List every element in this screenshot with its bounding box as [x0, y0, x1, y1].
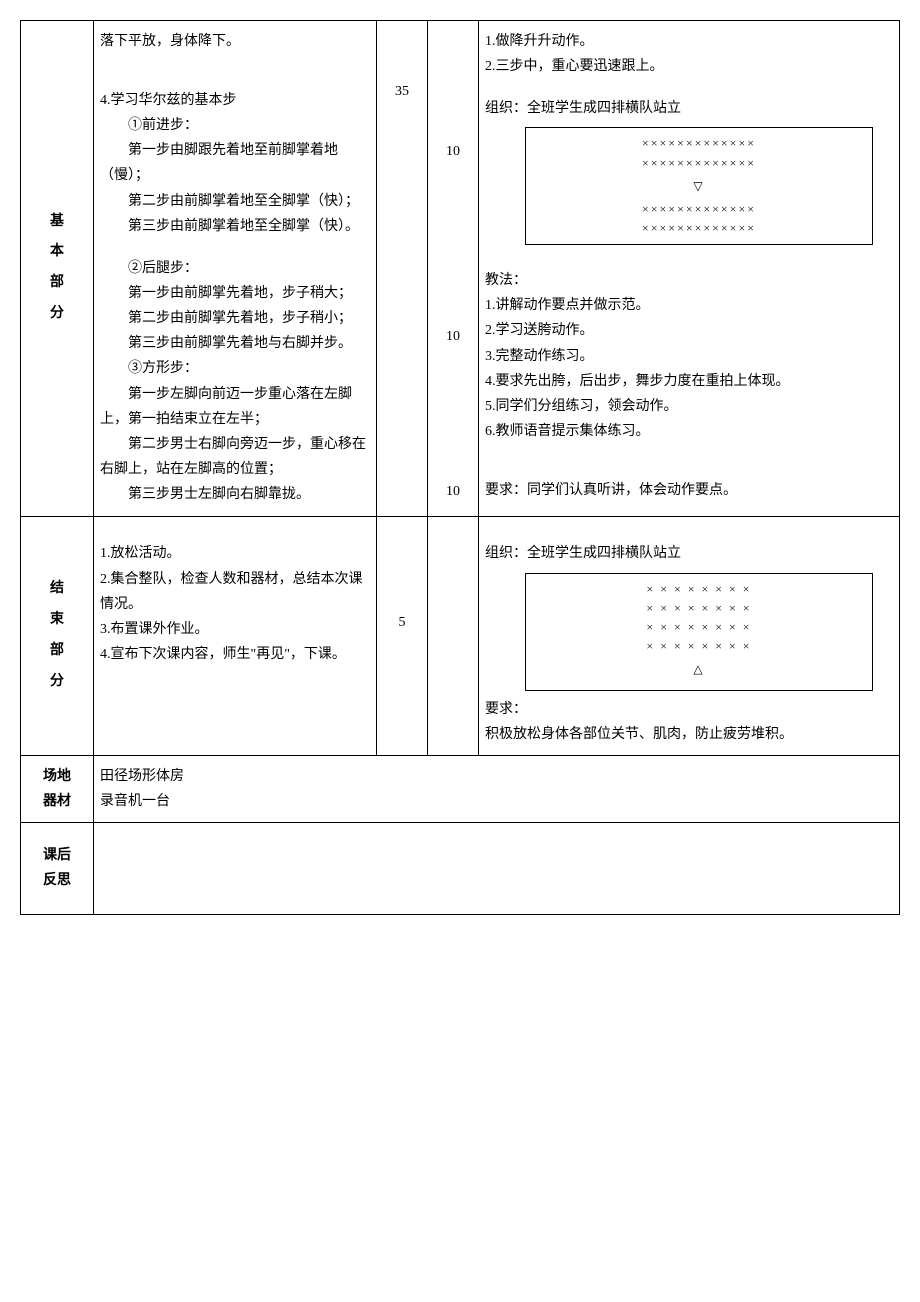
- formation-diagram-basic: ××××××××××××× ××××××××××××× ▽ ××××××××××…: [525, 127, 873, 245]
- formation-row: × × × × × × × ×: [536, 618, 862, 637]
- label-char: 束: [27, 605, 87, 636]
- label-line: 课后: [21, 843, 93, 868]
- requirement: 要求：同学们认真听讲，体会动作要点。: [485, 478, 893, 503]
- time-total: 35: [383, 79, 421, 104]
- label-char: 分: [27, 299, 87, 330]
- time-item: 10: [434, 324, 472, 349]
- req-body: 积极放松身体各部位关节、肌肉，防止疲劳堆积。: [485, 722, 893, 747]
- formation-row: ×××××××××××××: [536, 200, 862, 219]
- sub1-step: 第二步由前脚掌着地至全脚掌（快）；: [100, 189, 370, 214]
- formation-row: × × × × × × × ×: [536, 580, 862, 599]
- method-item: 3.完整动作练习。: [485, 344, 893, 369]
- label-char: 结: [27, 574, 87, 605]
- end-time2-cell: [428, 516, 479, 755]
- sub2-step: 第一步由前脚掌先着地，步子稍大；: [100, 281, 370, 306]
- basic-time-total-cell: 35: [377, 21, 428, 517]
- method-item: 5.同学们分组练习，领会动作。: [485, 394, 893, 419]
- label-venue: 场地 器材: [21, 755, 94, 822]
- label-char: 部: [27, 268, 87, 299]
- teacher-symbol: △: [536, 660, 862, 679]
- sub1-step: 第三步由前脚掌着地至全脚掌（快）。: [100, 214, 370, 239]
- req-title: 要求：: [485, 697, 893, 722]
- end-item: 3.布置课外作业。: [100, 617, 370, 642]
- venue-content: 田径场形体房 录音机一台: [94, 755, 900, 822]
- label-line: 反思: [21, 868, 93, 893]
- row-venue: 场地 器材 田径场形体房 录音机一台: [21, 755, 900, 822]
- row-reflect: 课后 反思: [21, 823, 900, 914]
- sub1-title: ①前进步：: [100, 113, 370, 138]
- label-end: 结 束 部 分: [21, 516, 94, 755]
- sub2-step: 第二步由前脚掌先着地，步子稍小；: [100, 306, 370, 331]
- end-item: 4.宣布下次课内容，师生"再见"，下课。: [100, 642, 370, 667]
- label-char: 基: [27, 207, 87, 238]
- label-char: 分: [27, 667, 87, 698]
- formation-row: × × × × × × × ×: [536, 599, 862, 618]
- formation-row: ×××××××××××××: [536, 134, 862, 153]
- label-reflect: 课后 反思: [21, 823, 94, 914]
- text-line: 落下平放，身体降下。: [100, 29, 370, 54]
- sub3-title: ③方形步：: [100, 356, 370, 381]
- sub1-step: 第一步由脚跟先着地至前脚掌着地（慢）；: [100, 138, 370, 188]
- sub3-step: 第三步男士左脚向右脚靠拢。: [100, 482, 370, 507]
- method-title: 教法：: [485, 268, 893, 293]
- end-item: 2.集合整队，检查人数和器材，总结本次课情况。: [100, 567, 370, 617]
- venue-line: 录音机一台: [100, 789, 893, 814]
- org-line: 组织：全班学生成四排横队站立: [485, 541, 893, 566]
- method-item: 2.学习送胯动作。: [485, 318, 893, 343]
- method-item: 4.要求先出胯，后出步，舞步力度在重拍上体现。: [485, 369, 893, 394]
- basic-right-content: 1.做降升升动作。 2.三步中，重心要迅速跟上。 组织：全班学生成四排横队站立 …: [479, 21, 900, 517]
- sub2-step: 第三步由前脚掌先着地与右脚并步。: [100, 331, 370, 356]
- label-line: 器材: [21, 789, 93, 814]
- formation-diagram-end: × × × × × × × × × × × × × × × × × × × × …: [525, 573, 873, 691]
- teacher-symbol: ▽: [536, 177, 862, 196]
- row-end-section: 结 束 部 分 1.放松活动。 2.集合整队，检查人数和器材，总结本次课情况。 …: [21, 516, 900, 755]
- method-item: 6.教师语音提示集体练习。: [485, 419, 893, 444]
- org-line: 组织：全班学生成四排横队站立: [485, 96, 893, 121]
- formation-row: ×××××××××××××: [536, 154, 862, 173]
- method-item: 1.讲解动作要点并做示范。: [485, 293, 893, 318]
- right-pt2: 2.三步中，重心要迅速跟上。: [485, 54, 893, 79]
- heading-4: 4.学习华尔兹的基本步: [100, 88, 370, 113]
- sub3-step: 第二步男士右脚向旁迈一步，重心移在右脚上，站在左脚高的位置；: [100, 432, 370, 482]
- lesson-plan-table: 基 本 部 分 落下平放，身体降下。 4.学习华尔兹的基本步 ①前进步： 第一步…: [20, 20, 900, 915]
- reflect-content: [94, 823, 900, 914]
- label-char: 部: [27, 636, 87, 667]
- venue-line: 田径场形体房: [100, 764, 893, 789]
- end-right-content: 组织：全班学生成四排横队站立 × × × × × × × × × × × × ×…: [479, 516, 900, 755]
- formation-row: × × × × × × × ×: [536, 637, 862, 656]
- lesson-plan-page: 基 本 部 分 落下平放，身体降下。 4.学习华尔兹的基本步 ①前进步： 第一步…: [20, 20, 900, 915]
- sub3-step: 第一步左脚向前迈一步重心落在左脚上，第一拍结束立在左半；: [100, 382, 370, 432]
- label-line: 场地: [21, 764, 93, 789]
- end-left-content: 1.放松活动。 2.集合整队，检查人数和器材，总结本次课情况。 3.布置课外作业…: [94, 516, 377, 755]
- sub2-title: ②后腿步：: [100, 256, 370, 281]
- basic-left-content: 落下平放，身体降下。 4.学习华尔兹的基本步 ①前进步： 第一步由脚跟先着地至前…: [94, 21, 377, 517]
- label-basic: 基 本 部 分: [21, 21, 94, 517]
- basic-time-items-cell: 10 10 10: [428, 21, 479, 517]
- end-time-cell: 5: [377, 516, 428, 755]
- time-item: 10: [434, 479, 472, 504]
- label-char: 本: [27, 237, 87, 268]
- right-pt1: 1.做降升升动作。: [485, 29, 893, 54]
- time-item: 10: [434, 139, 472, 164]
- row-basic-section: 基 本 部 分 落下平放，身体降下。 4.学习华尔兹的基本步 ①前进步： 第一步…: [21, 21, 900, 517]
- time-end: 5: [383, 610, 421, 635]
- formation-row: ×××××××××××××: [536, 219, 862, 238]
- end-item: 1.放松活动。: [100, 541, 370, 566]
